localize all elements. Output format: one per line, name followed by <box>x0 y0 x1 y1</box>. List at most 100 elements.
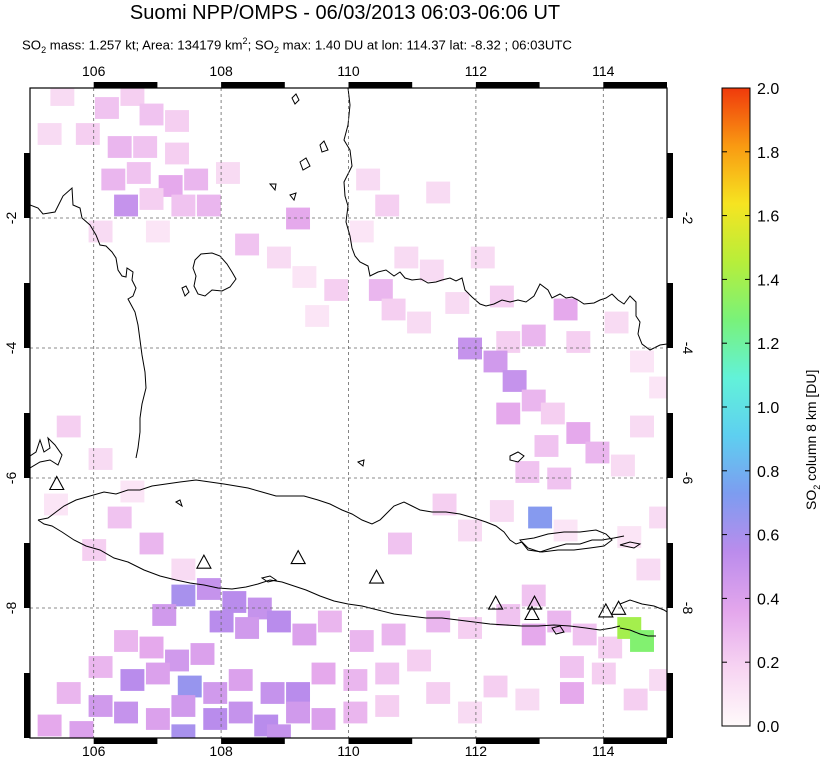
volcano-triangle-icon <box>48 475 65 491</box>
volcano-markers <box>48 475 627 621</box>
colorbar-tick-label: 0.8 <box>757 464 779 481</box>
so2-cell <box>196 578 221 600</box>
colorbar-tick-label: 1.0 <box>757 400 779 417</box>
so2-cell <box>649 506 667 529</box>
so2-cell <box>356 168 381 191</box>
so2-cell <box>266 724 291 738</box>
so2-cell <box>407 311 432 334</box>
so2-cell <box>515 688 540 711</box>
so2-cell <box>171 724 196 738</box>
so2-cell <box>50 88 75 106</box>
so2-cell <box>610 454 635 477</box>
thousand-islands <box>175 499 183 508</box>
frame-bar-top <box>603 82 667 88</box>
so2-cell <box>114 194 139 217</box>
so2-cell <box>528 506 553 529</box>
so2-cell <box>407 649 432 672</box>
colorbar-tick-label: 1.4 <box>757 272 779 289</box>
lon-tick-label-top: 106 <box>82 63 106 79</box>
map-subtitle: SO2 mass: 1.257 kt; Area: 134179 km2; SO… <box>22 36 572 56</box>
so2-cell <box>630 350 654 373</box>
so2-cell <box>311 662 336 685</box>
so2-cell <box>559 656 584 678</box>
frame-bar-top <box>475 82 540 88</box>
frame-bar-left <box>24 153 30 218</box>
bali-south <box>619 627 656 637</box>
frame-bars <box>24 82 673 744</box>
colorbar: 2.0 1.8 1.6 1.4 1.2 1.0 0.8 0.6 0.4 0.2 0.0 <box>721 81 779 736</box>
borneo-islet-3 <box>299 157 311 171</box>
so2-cell <box>37 714 62 737</box>
so2-cell <box>547 467 572 490</box>
so2-cell <box>247 597 272 620</box>
so2-cell <box>540 402 565 425</box>
frame-bar-left <box>24 413 30 478</box>
so2-cell <box>426 181 451 204</box>
so2-cell <box>349 220 374 243</box>
so2-cell <box>101 168 126 191</box>
so2-cell <box>630 630 654 652</box>
so2-cell <box>489 500 514 522</box>
so2-cell <box>139 532 164 555</box>
colorbar-label: SO2 column 8 km [DU] <box>796 265 823 515</box>
so2-cell <box>56 415 81 438</box>
lon-tick-label-bottom: 110 <box>337 743 360 759</box>
so2-cell <box>381 623 406 646</box>
so2-cell <box>171 194 196 217</box>
frame-bar-left <box>24 543 30 608</box>
frame-bar-right <box>667 673 673 738</box>
graticule <box>30 88 667 738</box>
so2-cell <box>547 610 572 633</box>
so2-cell <box>145 708 170 730</box>
colorbar-tick-label: 0.2 <box>757 655 779 672</box>
so2-cell <box>483 350 508 373</box>
borneo-islet-2 <box>319 140 329 153</box>
lat-tick-label-left: -6 <box>3 472 19 485</box>
so2-cell <box>145 662 170 685</box>
axis-tick-labels: 106 106 108 108 110 110 112 112 114 114 -2 -2 -4 -4 -6… <box>3 63 696 759</box>
so2-cell <box>82 539 107 561</box>
so2-cell <box>623 688 648 711</box>
bali-island <box>619 599 667 613</box>
so2-pixel-layer <box>37 88 667 738</box>
so2-cell <box>171 584 196 607</box>
so2-cell <box>445 292 470 314</box>
so2-cell <box>139 103 164 126</box>
so2-cell <box>343 669 368 691</box>
so2-cell <box>426 610 451 633</box>
volcano-triangle-icon <box>487 594 504 610</box>
java-south-coast <box>37 519 621 631</box>
volcano-triangle-icon <box>526 594 543 610</box>
so2-cell <box>133 136 158 158</box>
frame-bar-right <box>667 543 673 608</box>
so2-cell <box>343 701 368 724</box>
so2-cell <box>165 142 189 165</box>
so2-cell <box>286 701 311 724</box>
volcano-triangle-icon <box>524 605 540 621</box>
colorbar-tick-label: 0.4 <box>757 591 779 608</box>
karimata <box>289 192 297 202</box>
frame-bar-bottom <box>475 738 540 744</box>
so2-cell <box>349 630 374 652</box>
so2-cell <box>216 162 240 184</box>
so2-cell <box>139 188 164 210</box>
frame-bar-bottom <box>221 738 285 744</box>
so2-cell <box>114 630 139 652</box>
so2-cell <box>75 123 100 145</box>
so2-cell <box>120 669 145 691</box>
so2-cell <box>196 194 221 217</box>
so2-cell <box>228 669 253 691</box>
so2-cell <box>426 682 451 704</box>
madura-island <box>519 529 613 553</box>
frame-bar-top <box>221 82 285 88</box>
so2-cell <box>286 207 311 230</box>
so2-cell <box>617 526 642 548</box>
lon-tick-label-top: 108 <box>209 63 233 79</box>
svg-text:SO2 column 8 km [DU]: SO2 column 8 km [DU] <box>803 370 822 510</box>
so2-cell <box>496 331 521 353</box>
so2-cell <box>44 493 68 516</box>
so2-cell <box>432 493 457 516</box>
nusa-barung <box>551 625 565 635</box>
so2-cell <box>139 636 164 659</box>
lat-tick-label-left: -2 <box>3 212 19 225</box>
